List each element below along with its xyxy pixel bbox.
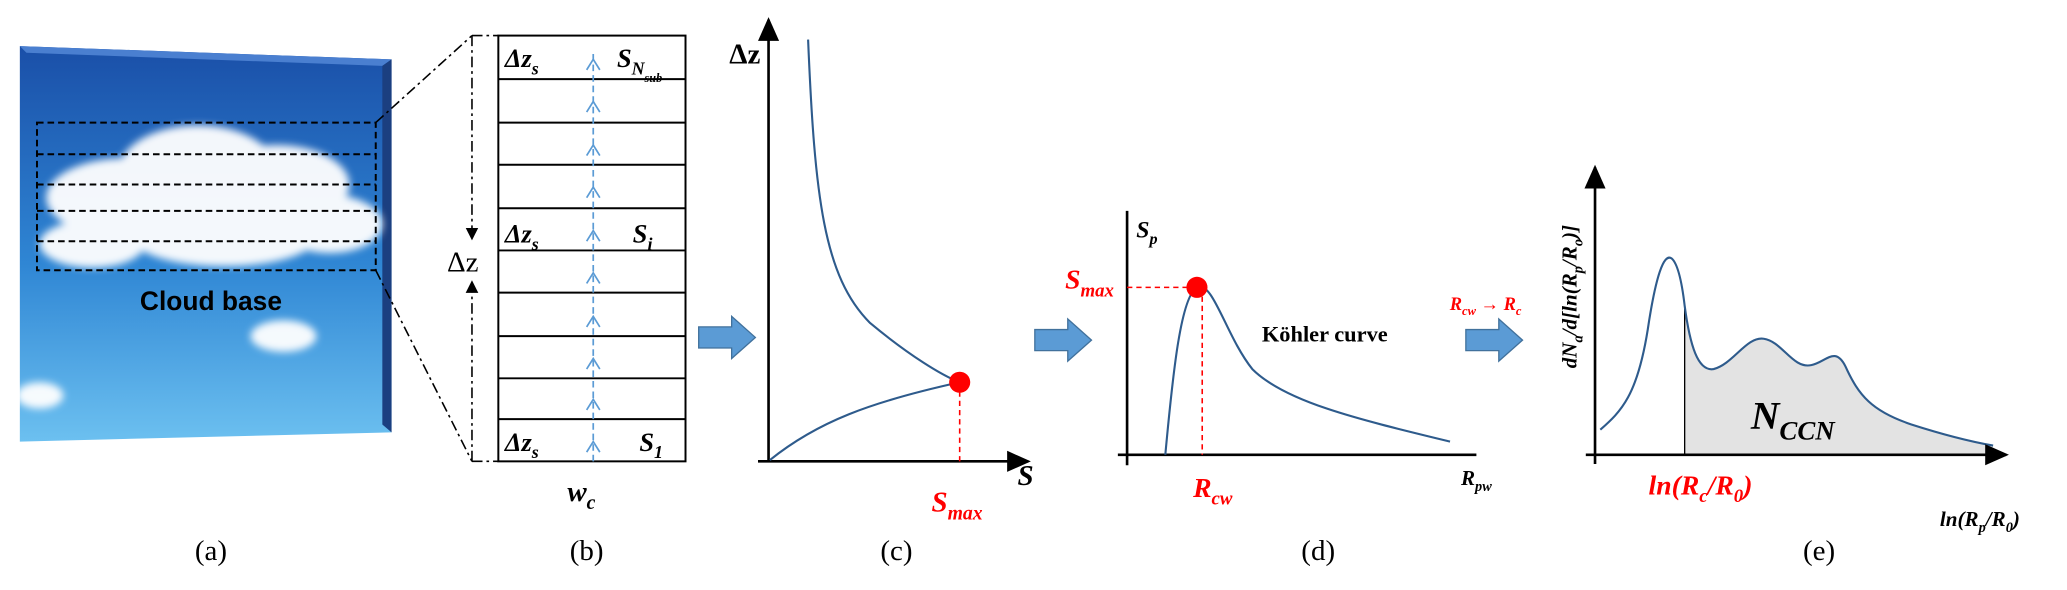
smax-label: Smax xyxy=(1065,264,1114,302)
sky-panel xyxy=(15,46,392,442)
rc-label: ln(Rc/R0) xyxy=(1649,469,1753,507)
text-run: /d[ln(R xyxy=(1558,273,1582,337)
caption: (c) xyxy=(880,535,912,567)
subscript: sub xyxy=(644,71,663,85)
text-run: )] xyxy=(1558,225,1582,241)
layer-supersaturation: Si xyxy=(633,220,653,254)
height-label: Δz xyxy=(447,247,479,279)
subscript: o xyxy=(1570,239,1586,246)
curve-label: Köhler curve xyxy=(1262,321,1388,346)
zoom-lines xyxy=(375,34,499,463)
caption: (b) xyxy=(570,535,604,567)
text-run: ln(R xyxy=(1649,469,1700,500)
text-run: S xyxy=(633,220,648,249)
layer-supersaturation: S1 xyxy=(639,428,663,462)
subscript: i xyxy=(647,234,652,254)
subscript: CCN xyxy=(1779,415,1836,445)
layer-stack xyxy=(497,34,687,463)
text-run: dN xyxy=(1558,342,1582,369)
smax-label: Smax xyxy=(931,486,982,524)
transition-label: Rcw → Rc xyxy=(1449,294,1522,318)
text-run: /R xyxy=(1706,469,1734,500)
ccn-area xyxy=(1684,305,1994,455)
max-point xyxy=(949,371,971,393)
text-run: Δz xyxy=(504,220,533,249)
text-run: → R xyxy=(1476,294,1516,314)
text-run: S xyxy=(931,486,947,518)
layer-thickness: Δzs xyxy=(504,428,539,462)
axes xyxy=(758,17,1031,472)
profile-curve xyxy=(769,381,960,461)
subscript: N xyxy=(631,59,646,79)
text-run: N xyxy=(1750,393,1781,437)
text-run: S xyxy=(617,44,632,73)
text-run: Δz xyxy=(504,44,533,73)
subscript: p xyxy=(1977,520,1986,536)
subscript: s xyxy=(531,442,539,462)
block-arrow xyxy=(698,314,1524,363)
subscript: max xyxy=(1081,280,1114,301)
profile-curve xyxy=(807,39,961,384)
text-run: ) xyxy=(2011,507,2020,531)
subscript: cw xyxy=(1212,489,1233,510)
text-run: /R xyxy=(1558,246,1582,268)
caption: (e) xyxy=(1803,535,1835,567)
x-axis-label: Rpw xyxy=(1460,466,1492,495)
size-distribution xyxy=(1599,256,1994,447)
subscript: 1 xyxy=(654,442,663,462)
text-run: R xyxy=(1192,472,1211,503)
guide-line xyxy=(1127,286,1204,455)
text-run: ln(R xyxy=(1940,507,1979,531)
kohler-curve xyxy=(1164,285,1451,455)
text-run: R xyxy=(1460,466,1475,490)
subscript: a xyxy=(1570,335,1586,342)
y-axis-label: Δz xyxy=(729,38,760,70)
text-run: /R xyxy=(1984,507,2006,531)
subscript: max xyxy=(948,503,983,525)
layer-thickness: Δzs xyxy=(504,44,539,78)
cloud-base-label: Cloud base xyxy=(140,286,282,316)
subscript: 0 xyxy=(1734,486,1744,507)
subscript: p xyxy=(1570,266,1586,275)
subscript: 0 xyxy=(2006,520,2013,536)
text-run: Δz xyxy=(504,428,533,457)
y-axis-label: dNa/d[ln(Rp/Ro)] xyxy=(1558,225,1587,368)
x-axis-label: ln(Rp/R0) xyxy=(1940,507,2020,536)
subscript: c xyxy=(1699,486,1708,507)
subscript: s xyxy=(531,234,539,254)
text-run: S xyxy=(1136,217,1149,243)
subscript: c xyxy=(1516,304,1522,318)
x-axis-label: S xyxy=(1018,460,1034,492)
subscript: c xyxy=(587,492,596,514)
subscript: s xyxy=(531,59,539,79)
subscript: cw xyxy=(1462,304,1477,318)
area-label: NCCN xyxy=(1750,393,1836,445)
caption: (d) xyxy=(1301,535,1335,567)
max-point xyxy=(1186,276,1208,298)
text-run: S xyxy=(1065,264,1080,295)
text-run: ) xyxy=(1740,469,1752,500)
caption: (a) xyxy=(195,535,227,567)
text-run: S xyxy=(639,428,654,457)
updraft-label: wc xyxy=(567,476,595,514)
text-run: R xyxy=(1449,294,1462,314)
subscript: pw xyxy=(1473,479,1492,495)
layer-thickness: Δzs xyxy=(504,220,539,254)
axes xyxy=(1584,164,2009,466)
text-run: w xyxy=(567,476,587,508)
subscript: p xyxy=(1148,231,1158,248)
axes xyxy=(1117,210,1477,466)
y-axis-label: Sp xyxy=(1136,217,1157,248)
layer-supersaturation: SNsub xyxy=(617,44,662,85)
rcw-label: Rcw xyxy=(1192,472,1233,510)
